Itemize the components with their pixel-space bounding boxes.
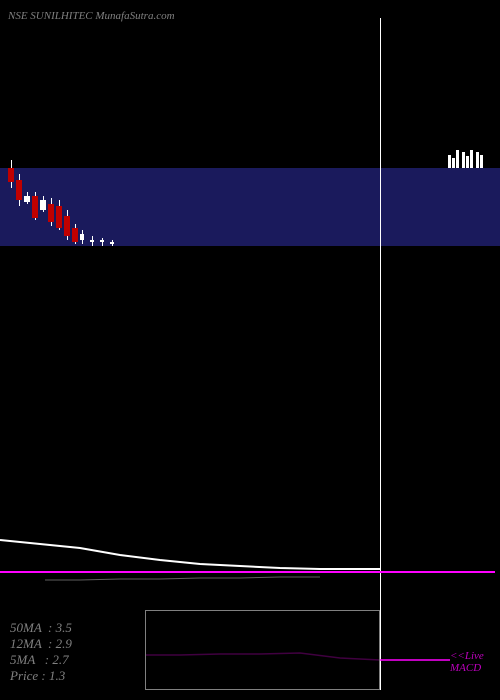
- macd-label-line1: <<Live: [450, 650, 484, 662]
- ma-lines-overlay: [0, 0, 500, 700]
- indicator-row: 50MA : 3.5: [10, 620, 72, 636]
- ma-line-grey: [45, 577, 320, 580]
- stock-chart: NSE SUNILHITEC MunafaSutra.com 50MA : 3.…: [0, 0, 500, 700]
- indicator-labels: 50MA : 3.512MA : 2.95MA : 2.7Price : 1.3: [10, 620, 72, 684]
- indicator-row: 12MA : 2.9: [10, 636, 72, 652]
- indicator-row: Price : 1.3: [10, 668, 72, 684]
- macd-label-line2: MACD: [450, 662, 484, 674]
- macd-panel: [145, 610, 380, 690]
- indicator-row: 5MA : 2.7: [10, 652, 72, 668]
- macd-label: <<Live MACD: [450, 650, 484, 674]
- ma-line-white: [0, 540, 380, 569]
